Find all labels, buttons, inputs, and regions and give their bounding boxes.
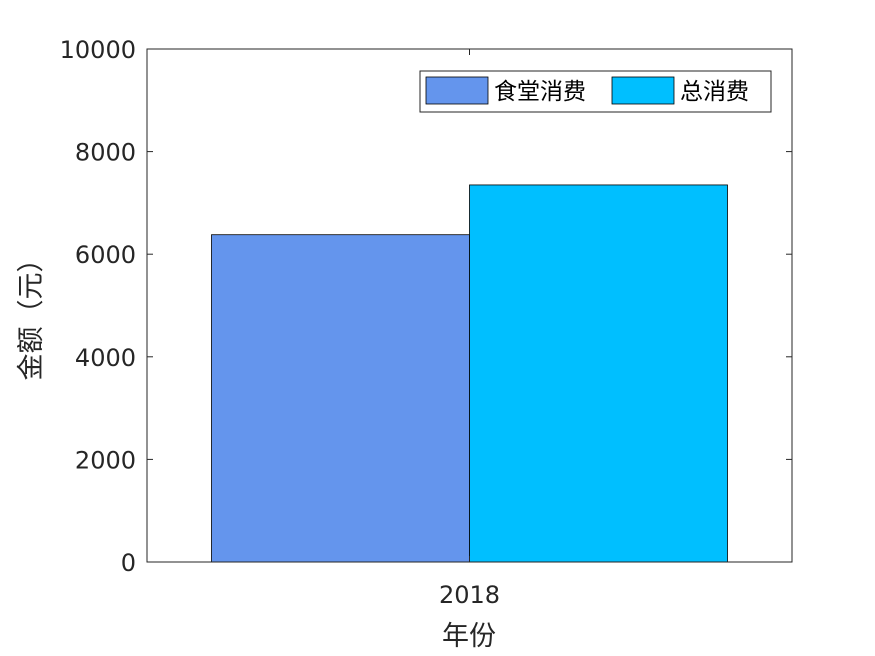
x-axis-ticks: 2018 <box>439 49 500 609</box>
x-axis-label: 年份 <box>442 621 496 652</box>
legend-label: 总消费 <box>680 79 749 105</box>
legend: 食堂消费 总消费 <box>419 70 772 113</box>
y-tick-label: 0 <box>121 549 136 577</box>
legend-swatch <box>425 76 489 105</box>
bar-食堂消费 <box>211 234 470 563</box>
y-tick-label: 10000 <box>60 36 136 64</box>
legend-swatch <box>611 76 675 105</box>
y-axis-label: 金额（元） <box>16 246 47 381</box>
bar-总消费 <box>469 184 728 563</box>
x-tick-label: 2018 <box>439 581 500 609</box>
y-tick-label: 4000 <box>75 344 136 372</box>
y-tick-label: 6000 <box>75 241 136 269</box>
y-tick-label: 8000 <box>75 139 136 167</box>
legend-label: 食堂消费 <box>494 79 586 105</box>
bars-group <box>211 184 728 563</box>
y-axis-ticks: 0 2000 4000 6000 8000 10000 <box>60 36 792 577</box>
y-tick-label: 2000 <box>75 446 136 474</box>
